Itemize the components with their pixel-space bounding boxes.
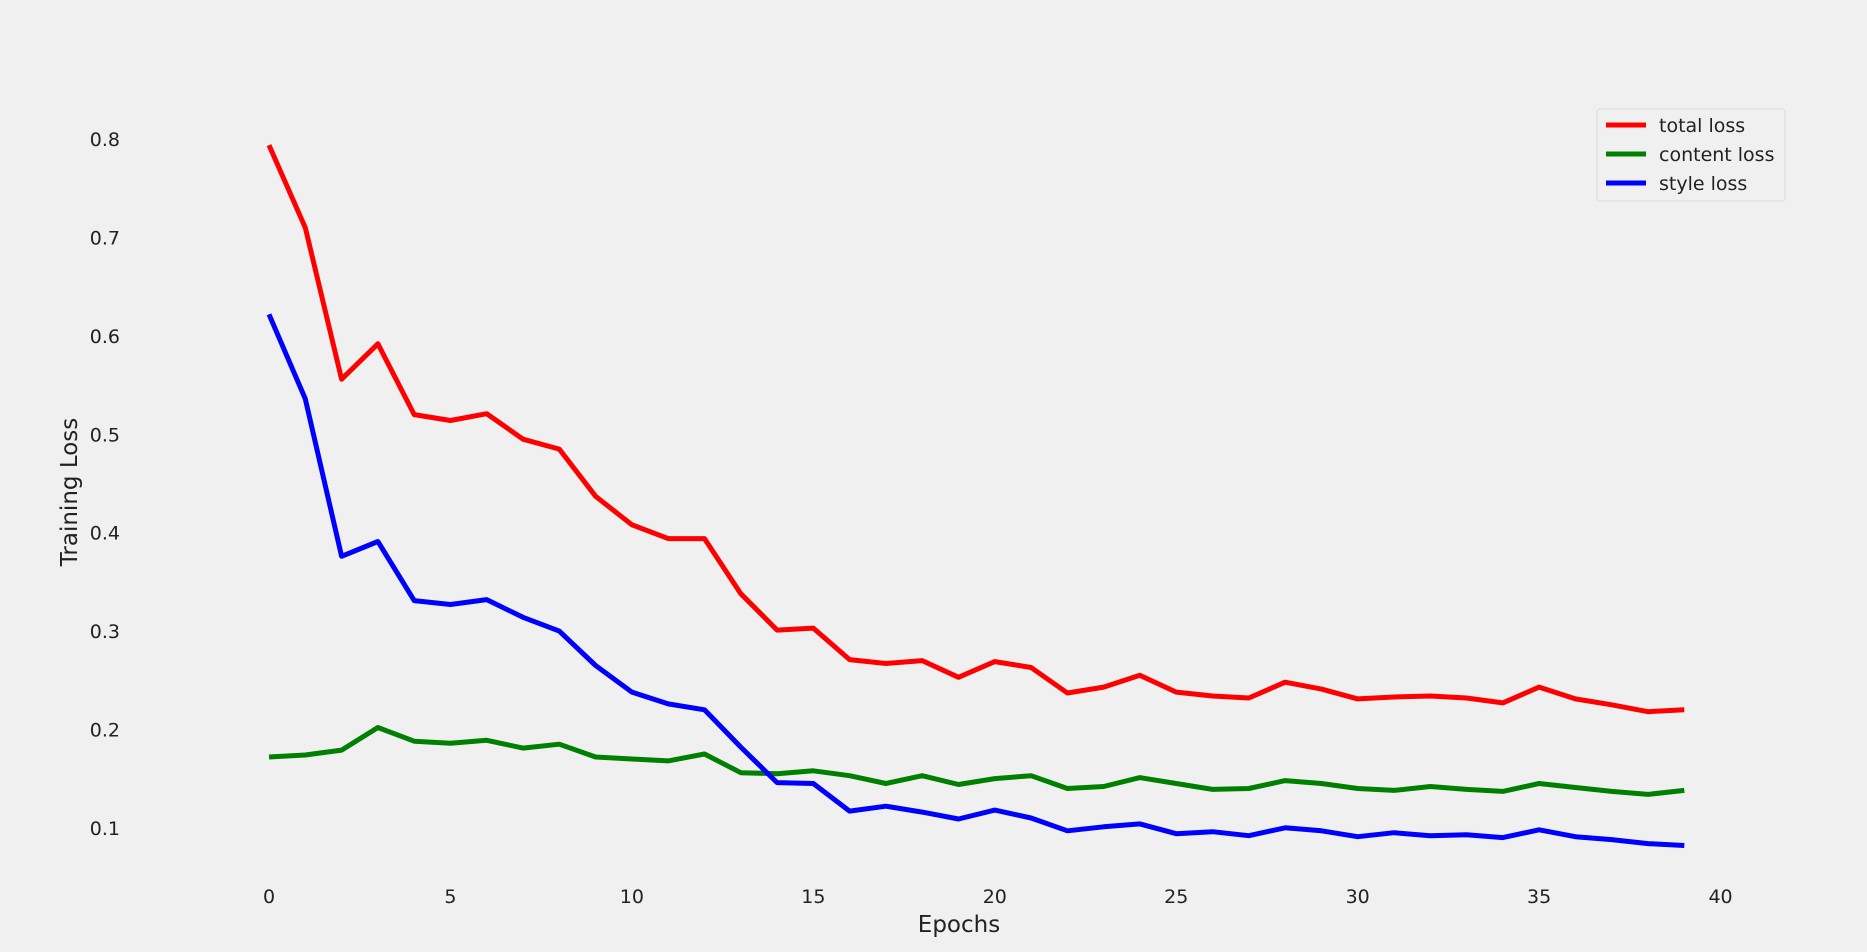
y-tick-label: 0.4 — [90, 523, 120, 545]
series-line-total-loss — [266, 144, 1685, 715]
x-tick-label: 35 — [1527, 886, 1551, 908]
x-tick-label: 20 — [983, 886, 1007, 908]
x-tick-label: 25 — [1164, 886, 1188, 908]
x-tick-label: 30 — [1346, 886, 1370, 908]
legend-label-content-loss: content loss — [1659, 144, 1774, 166]
series-line-style-loss — [266, 313, 1685, 848]
x-tick-label: 5 — [444, 886, 456, 908]
x-tick-label: 0 — [263, 886, 275, 908]
legend-label-style-loss: style loss — [1659, 173, 1747, 195]
x-axis-label: Epochs — [918, 912, 1000, 938]
y-tick-label: 0.8 — [90, 129, 120, 151]
x-tick-label: 15 — [801, 886, 825, 908]
y-tick-label: 0.2 — [90, 719, 120, 741]
y-tick-label: 0.7 — [90, 228, 120, 250]
x-tick-label: 40 — [1708, 886, 1732, 908]
y-tick-label: 0.6 — [90, 326, 120, 348]
x-axis-ticks: 0 5 10 15 20 25 30 35 40 — [263, 886, 1733, 908]
y-tick-label: 0.3 — [90, 621, 120, 643]
legend-label-total-loss: total loss — [1659, 115, 1745, 137]
legend: total loss content loss style loss — [1596, 108, 1786, 202]
series-layer — [266, 144, 1685, 848]
y-tick-label: 0.5 — [90, 424, 120, 446]
legend-frame — [1596, 108, 1786, 202]
y-axis-label: Training Loss — [57, 418, 83, 568]
y-axis-ticks: 0.1 0.2 0.3 0.4 0.5 0.6 0.7 0.8 — [90, 129, 120, 840]
y-tick-label: 0.1 — [90, 818, 120, 840]
x-tick-label: 10 — [620, 886, 644, 908]
series-line-content-loss — [268, 725, 1685, 797]
